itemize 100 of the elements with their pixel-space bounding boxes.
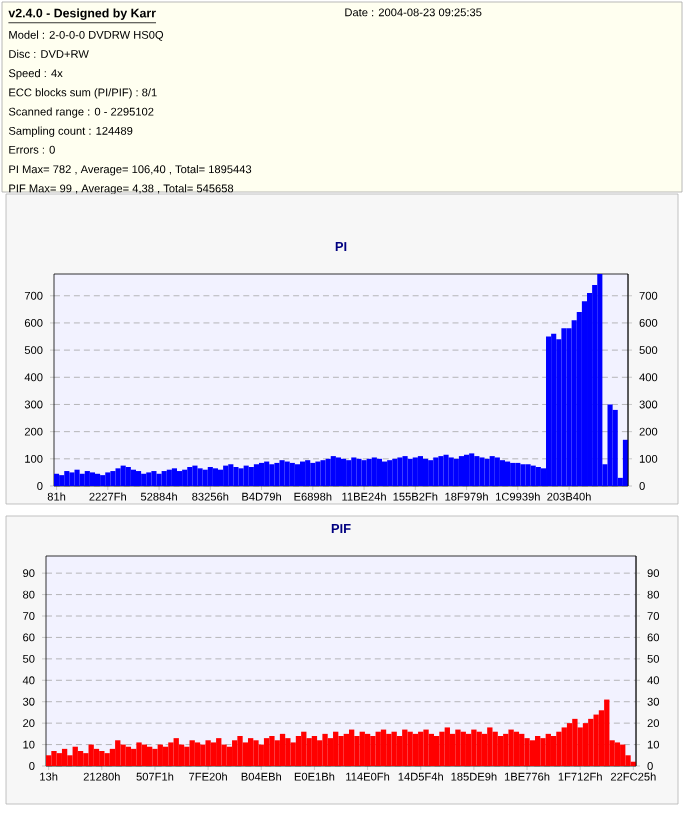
bar [317, 740, 323, 766]
bar [178, 744, 185, 766]
bar [535, 466, 541, 486]
bar [375, 731, 381, 766]
bar [438, 456, 444, 486]
bar [151, 471, 157, 486]
bar [561, 328, 567, 486]
bar [67, 755, 73, 766]
bar [593, 714, 599, 766]
bar [525, 464, 531, 486]
bar [104, 753, 110, 766]
bar [361, 460, 367, 486]
bar [248, 466, 254, 486]
bar [487, 727, 493, 766]
bar [460, 731, 466, 766]
bar [551, 333, 557, 486]
bar [380, 729, 387, 766]
bar [612, 409, 618, 486]
bar [109, 748, 116, 766]
bar [489, 456, 495, 486]
bar [577, 727, 583, 766]
bar [402, 729, 408, 766]
bar [497, 736, 504, 766]
bar [540, 738, 546, 766]
bar [110, 471, 116, 486]
bar [492, 731, 498, 766]
bar [274, 740, 280, 766]
bar [168, 742, 174, 766]
bar [210, 742, 217, 766]
bar [474, 456, 480, 486]
bar [333, 731, 339, 766]
bar [279, 733, 286, 766]
bar [221, 744, 227, 766]
bar [290, 742, 296, 766]
bar [434, 736, 440, 766]
bar [597, 274, 603, 486]
bar [402, 456, 408, 486]
bar [510, 462, 516, 486]
bar [370, 736, 376, 766]
bar [99, 751, 105, 766]
bar [77, 751, 84, 766]
bar [561, 727, 567, 766]
bar [200, 744, 206, 766]
bar [479, 457, 485, 486]
bar [315, 461, 321, 486]
bar [448, 457, 454, 486]
bar [348, 729, 355, 766]
bar [100, 475, 106, 486]
bar [216, 738, 222, 766]
bar [285, 738, 291, 766]
bar [61, 748, 68, 766]
bar [484, 458, 490, 486]
bar [161, 471, 167, 486]
bar [115, 468, 121, 486]
bar [269, 464, 275, 486]
bar [524, 738, 530, 766]
bar [433, 457, 439, 486]
bar [387, 460, 393, 486]
bar [105, 472, 111, 486]
bar [233, 466, 239, 486]
bar [391, 731, 397, 766]
bar [572, 718, 578, 766]
bar [396, 736, 403, 766]
bar [513, 731, 520, 766]
bar [364, 733, 371, 766]
bar [392, 458, 398, 486]
bar [197, 468, 203, 486]
bar [173, 738, 179, 766]
bar [83, 753, 89, 766]
bar [556, 731, 562, 766]
bar [443, 454, 449, 486]
bar [529, 740, 536, 766]
bar [508, 729, 514, 766]
bar [550, 736, 557, 766]
bar [407, 731, 413, 766]
bar [166, 469, 172, 486]
bar [115, 740, 121, 766]
bar [279, 460, 285, 486]
bar [503, 733, 509, 766]
bar [515, 462, 521, 486]
bar [295, 736, 302, 766]
bar [325, 458, 331, 486]
bar [136, 742, 142, 766]
bar [305, 460, 311, 486]
bar [397, 457, 403, 486]
bar [184, 746, 190, 766]
bar [79, 473, 85, 486]
bar [289, 462, 295, 486]
bar [51, 751, 57, 766]
bar [237, 736, 243, 766]
bar [412, 457, 418, 486]
bar [356, 458, 362, 486]
bar [242, 742, 248, 766]
bar [582, 723, 589, 766]
bar [566, 328, 572, 486]
bar [72, 746, 78, 766]
bar [69, 472, 75, 486]
bar [226, 746, 233, 766]
bar [418, 731, 424, 766]
bar [519, 733, 525, 766]
